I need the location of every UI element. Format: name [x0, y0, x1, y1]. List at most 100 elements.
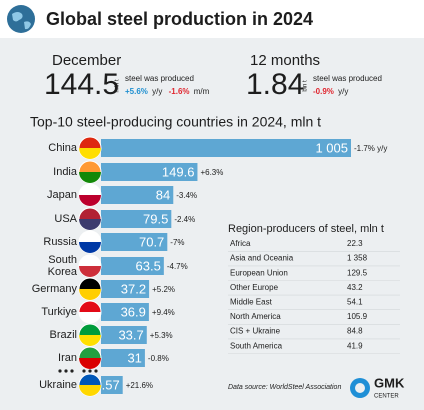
category-label: China: [48, 142, 78, 154]
year-text: steel was produced: [313, 74, 382, 83]
region-name: North America: [230, 312, 281, 321]
flag-detail: [79, 358, 101, 369]
change-value: +5.6%: [125, 87, 148, 96]
flag-detail: [79, 195, 101, 206]
category-label: Brazil: [49, 329, 77, 341]
change-unit: y/y: [152, 87, 162, 96]
region-value: 129.5: [347, 268, 368, 277]
flag-detail: [79, 148, 101, 159]
category-label: Ukraine: [39, 379, 77, 391]
bar-chart: China 1 005 -1.7% y/y India 149.6 +6.3% Japan 8…: [32, 136, 387, 397]
year-unit: bln t: [303, 80, 309, 92]
value-label: 31: [127, 350, 141, 365]
globe-icon: [7, 5, 35, 33]
region-value: 43.2: [347, 283, 363, 292]
region-name: Asia and Oceania: [230, 254, 294, 263]
december-value: 144.5: [44, 68, 119, 101]
region-name: Other Europe: [230, 283, 279, 292]
bar: [101, 376, 123, 394]
chart-title: Top-10 steel-producing countries in 2024…: [30, 114, 321, 130]
year-changes: -0.9% y/y: [313, 87, 348, 96]
bar: [101, 257, 164, 275]
region-name: South America: [230, 341, 283, 350]
december-changes: +5.6% y/y -1.6% m/m: [125, 87, 210, 96]
header-band: [0, 0, 424, 38]
year-value: 1.84: [246, 68, 304, 101]
logo: GMK: [374, 375, 405, 390]
change-label: +21.6%: [126, 381, 153, 390]
bar: [101, 139, 351, 157]
region-value: 22.3: [347, 239, 363, 248]
change-label: -3.4%: [176, 191, 197, 200]
category-label: Russia: [43, 236, 78, 248]
flag-detail: [79, 289, 101, 300]
december-label: December: [52, 52, 121, 69]
change-label: -7%: [170, 238, 184, 247]
change-label: -0.8%: [148, 354, 169, 363]
category-label: India: [53, 166, 78, 178]
value-label: 84: [156, 187, 170, 202]
change-label: +9.4%: [152, 308, 175, 317]
value-label: 37.2: [121, 281, 146, 296]
change-value: -0.9%: [313, 87, 334, 96]
december-unit: mln t: [115, 79, 121, 92]
region-name: European Union: [230, 268, 288, 277]
table-title: Region-producers of steel, mln t: [228, 223, 384, 235]
flag-detail: [79, 219, 101, 230]
value-label: 33.7: [118, 327, 143, 342]
region-name: Middle East: [230, 298, 273, 307]
change-value: -1.6%: [169, 87, 190, 96]
region-value: 105.9: [347, 312, 368, 321]
value-label: 149.6: [162, 164, 195, 179]
change-label: -2.4%: [174, 215, 195, 224]
logo-sub: CENTER: [374, 394, 399, 400]
value-label: 36.9: [121, 304, 146, 319]
logo-icon-inner: [355, 383, 365, 393]
region-value: 41.9: [347, 341, 363, 350]
region-value: 54.1: [347, 298, 363, 307]
region-name: CIS + Ukraine: [230, 327, 281, 336]
bar: [101, 326, 147, 344]
category-label: Turkiye: [41, 306, 77, 318]
value-label: 1 005: [315, 140, 348, 155]
bar: [101, 163, 198, 181]
value-label: 63.5: [136, 258, 161, 273]
change-unit: y/y: [338, 87, 348, 96]
change-label: +5.3%: [150, 331, 173, 340]
year-label: 12 months: [250, 52, 320, 69]
flag-detail: [79, 266, 101, 277]
ellipsis: [58, 369, 98, 373]
flag-detail: [79, 385, 101, 396]
change-label: -1.7% y/y: [354, 144, 387, 153]
flag-detail: [79, 172, 101, 183]
globe-land: [12, 12, 31, 30]
title: Global steel production in 2024: [46, 9, 313, 29]
bar: [101, 233, 168, 251]
flag-detail: [79, 335, 101, 346]
category-label: USA: [54, 213, 77, 225]
december-text: steel was produced: [125, 74, 194, 83]
bar: [101, 186, 174, 204]
flag-detail: [79, 242, 101, 253]
bar: [101, 280, 150, 298]
change-label: -4.7%: [167, 262, 188, 271]
value-label: 79.5: [143, 211, 168, 226]
category-label: Germany: [32, 283, 78, 295]
category-label: Iran: [58, 352, 77, 364]
category-label: South Korea: [48, 254, 78, 278]
value-label: 70.7: [139, 234, 164, 249]
bar: [101, 349, 145, 367]
region-table: Africa 22.3 Asia and Oceania 1 358 European …: [228, 239, 400, 354]
region-name: Africa: [230, 239, 251, 248]
region-value: 1 358: [347, 254, 368, 263]
flag-detail: [79, 312, 101, 323]
category-label: Japan: [47, 189, 77, 201]
region-value: 84.8: [347, 327, 363, 336]
change-label: +5.2%: [152, 285, 175, 294]
change-label: +6.3%: [200, 168, 223, 177]
bar: [101, 303, 149, 321]
data-source: Data source: WorldSteel Association: [228, 384, 341, 391]
change-unit: m/m: [194, 87, 210, 96]
bar: [101, 210, 172, 228]
